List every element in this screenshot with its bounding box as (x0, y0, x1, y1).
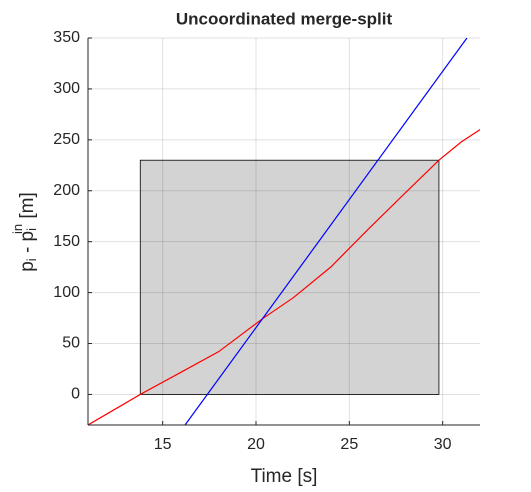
chart-title: Uncoordinated merge-split (176, 9, 393, 28)
y-tick-label: 350 (53, 29, 80, 46)
y-tick-label: 250 (53, 131, 80, 148)
y-label-sub: i (24, 228, 39, 231)
x-tick-label: 25 (340, 436, 358, 453)
y-axis-label: pi - piin [m] (10, 192, 39, 272)
y-label-part: [m] (17, 192, 38, 224)
y-tick-label: 300 (53, 80, 80, 97)
y-label-part: p (17, 261, 38, 272)
x-tick-label: 30 (434, 436, 452, 453)
y-label-sub: i (24, 258, 39, 261)
x-tick-label: 15 (154, 436, 172, 453)
x-axis-label: Time [s] (251, 466, 318, 487)
y-tick-label: 100 (53, 284, 80, 301)
data-line (184, 38, 468, 425)
y-label-part: - p (17, 231, 38, 258)
y-tick-label: 50 (62, 335, 80, 352)
x-tick-label: 20 (247, 436, 265, 453)
data-line (88, 129, 480, 425)
y-tick-label: 150 (53, 233, 80, 250)
shaded-region (139, 159, 440, 395)
y-tick-label: 0 (71, 386, 80, 403)
y-label-sup: in (10, 224, 25, 234)
y-tick-label: 200 (53, 182, 80, 199)
